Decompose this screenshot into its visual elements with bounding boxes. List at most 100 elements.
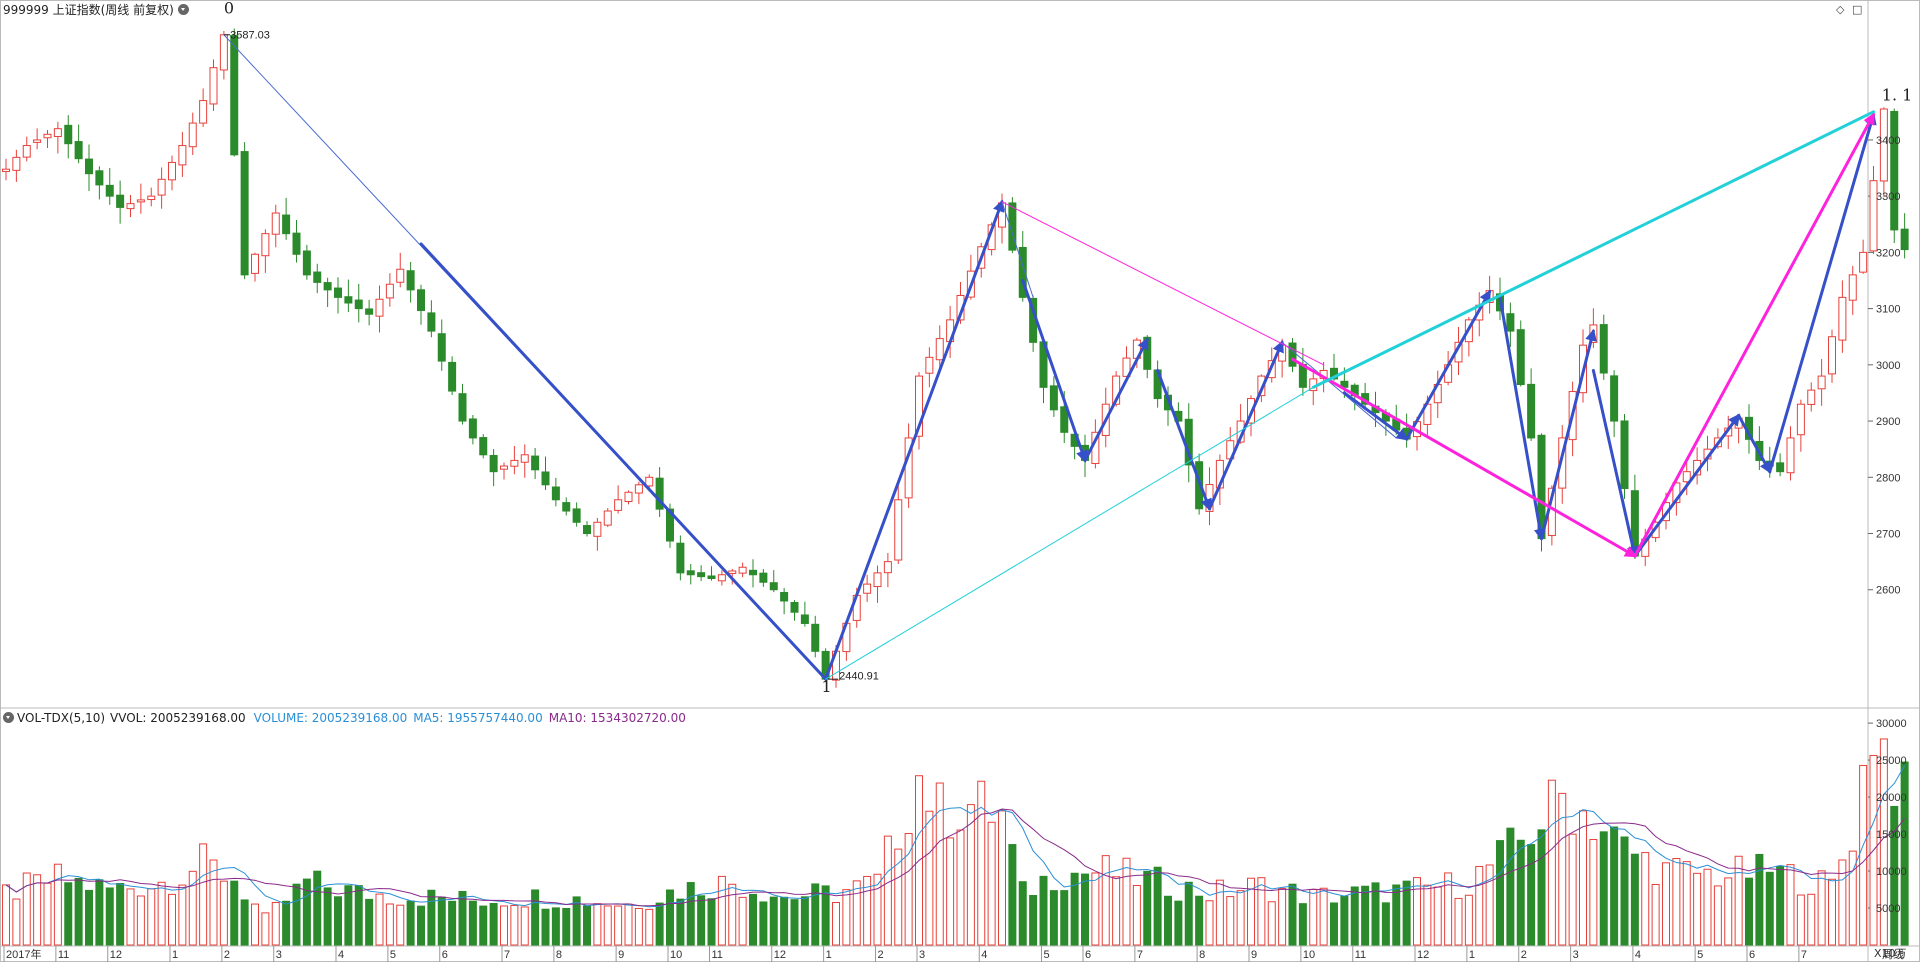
- volume-bar-down: [1143, 870, 1152, 946]
- volume-bar-up: [634, 907, 643, 946]
- volume-bar-up: [199, 843, 208, 946]
- volume-bar-up: [1101, 855, 1110, 946]
- volume-bar-down: [1081, 873, 1089, 946]
- candle-down: [1599, 324, 1608, 374]
- candle-down: [1506, 313, 1515, 332]
- candle-down: [417, 289, 425, 311]
- volume-bar-down: [655, 902, 664, 946]
- volume-bar-up: [1433, 886, 1442, 946]
- volume-bar-down: [1765, 871, 1774, 946]
- volume-bar-up: [977, 780, 986, 946]
- volume-bar-up: [883, 835, 892, 946]
- volume-bar-down: [1164, 895, 1172, 946]
- volume-bar-up: [987, 821, 996, 946]
- volume-bar-up: [271, 901, 280, 946]
- candle-down: [800, 614, 809, 624]
- volume-bar-up: [1226, 896, 1235, 946]
- volume-bar-down: [697, 895, 706, 946]
- candle-up: [199, 100, 208, 124]
- candle-up: [1828, 336, 1836, 375]
- volume-bar-up: [1848, 850, 1857, 946]
- volume-bar-down: [1029, 895, 1038, 946]
- volume-bar-down: [1008, 844, 1017, 946]
- candle-down: [292, 232, 301, 255]
- volume-bar-up: [1693, 872, 1702, 946]
- candle-up: [375, 298, 384, 317]
- volume-bar-up: [1807, 893, 1816, 946]
- time-tick-label: 3: [1573, 949, 1579, 961]
- candle-down: [406, 270, 415, 291]
- candle-up: [251, 253, 259, 274]
- dropdown-icon[interactable]: [177, 4, 189, 15]
- volume-bar-down: [354, 885, 363, 946]
- volume-bar-down: [1900, 761, 1909, 946]
- candle-down: [749, 569, 757, 576]
- trend-line-magenta-thin: [1001, 201, 1325, 366]
- volume-bar-up: [998, 810, 1006, 946]
- candle-up: [1848, 274, 1857, 301]
- volume-bar-down: [583, 905, 591, 946]
- candle-down: [790, 601, 799, 613]
- volume-bar-down: [95, 879, 104, 946]
- volume-bar-down: [489, 903, 498, 946]
- candle-up: [219, 34, 228, 71]
- volume-bar-down: [1174, 900, 1183, 946]
- candle-down: [572, 508, 581, 523]
- volume-bar-down: [1890, 805, 1899, 946]
- price-tick-label: 2800: [1876, 472, 1900, 484]
- volume-bar-up: [1112, 876, 1121, 946]
- candle-down: [583, 525, 591, 535]
- candle-up: [178, 145, 187, 166]
- volume-bar-up: [728, 883, 737, 946]
- trend-line-thin-mid: [1281, 341, 1397, 439]
- volume-bar-down: [1599, 831, 1608, 946]
- volume-bar-up: [925, 810, 934, 946]
- candle-down: [282, 214, 291, 235]
- candle-up: [738, 566, 747, 574]
- candle-down: [230, 34, 239, 156]
- candle-up: [645, 476, 654, 487]
- candle-down: [354, 299, 363, 310]
- volume-bar-down: [1516, 839, 1525, 946]
- candle-up: [925, 356, 934, 374]
- price-tick-label: 3300: [1876, 191, 1900, 203]
- candle-up: [500, 465, 508, 470]
- time-tick-label: 2: [224, 949, 230, 961]
- window-icon[interactable]: □: [1852, 3, 1863, 16]
- diamond-icon[interactable]: ◇: [1836, 3, 1845, 16]
- candle-down: [313, 271, 322, 283]
- time-tick-label: 12: [110, 949, 122, 961]
- candle-down: [458, 393, 467, 422]
- volume-bar-up: [1651, 883, 1660, 946]
- volume-bar-up: [1454, 897, 1463, 946]
- volume-bar-down: [769, 896, 778, 946]
- candle-down: [489, 454, 498, 473]
- candle-down: [780, 592, 789, 602]
- volume-bar-up: [22, 872, 31, 946]
- volume-bar-down: [666, 889, 674, 946]
- time-tick-label: 1: [826, 949, 832, 961]
- ma5-value: MA5: 1955757440.00: [413, 711, 543, 725]
- volume-tick-label: 5000: [1876, 903, 1900, 915]
- price-tick-label: 2600: [1876, 585, 1900, 597]
- volume-bar-up: [385, 903, 394, 946]
- candle-down: [1620, 420, 1629, 490]
- volume-menu-icon[interactable]: [3, 712, 14, 723]
- time-tick-label: 9: [1251, 949, 1257, 961]
- volume-tick-label: 25000: [1876, 755, 1907, 767]
- candle-up: [863, 583, 872, 594]
- candle-up: [1879, 108, 1888, 182]
- candle-down: [1008, 202, 1017, 251]
- candle-down: [697, 572, 706, 578]
- candle-down: [1900, 228, 1909, 251]
- volume-bar-down: [1610, 826, 1619, 946]
- volume-bar-up: [1319, 887, 1328, 946]
- candle-down: [655, 477, 664, 510]
- candle-down: [334, 287, 342, 298]
- volume-bar-down: [344, 885, 353, 946]
- candle-down: [1018, 246, 1027, 298]
- candle-down: [1049, 385, 1058, 411]
- volume-bar-up: [904, 833, 913, 946]
